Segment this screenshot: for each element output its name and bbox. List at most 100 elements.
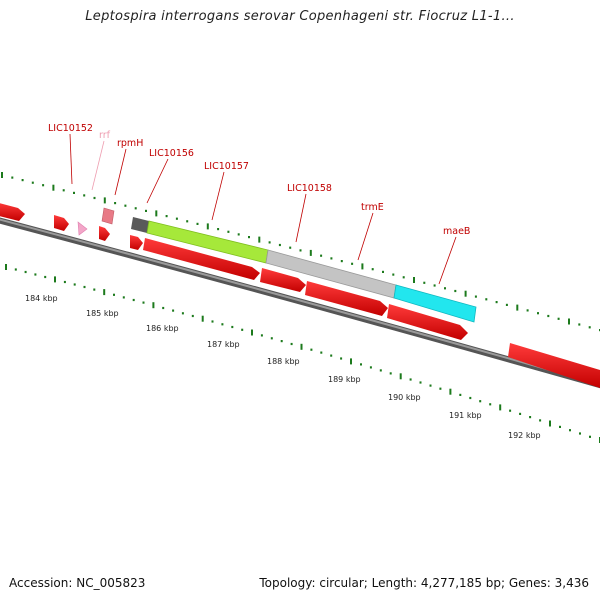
accession-text: Accession: NC_005823 bbox=[9, 576, 146, 590]
scale-tick-major bbox=[300, 343, 303, 350]
scale-tick bbox=[83, 194, 86, 197]
scale-tick bbox=[14, 268, 17, 271]
scale-tick bbox=[278, 243, 281, 247]
scale-tick bbox=[547, 314, 550, 318]
gene-label-lic10156[interactable]: LIC10156 bbox=[149, 148, 194, 159]
scale-tick bbox=[444, 287, 446, 290]
scale-tick bbox=[330, 257, 333, 260]
scale-tick bbox=[537, 312, 539, 315]
scale-tick bbox=[186, 220, 189, 223]
gene-label-rrf[interactable]: rrf bbox=[99, 130, 111, 141]
highlight-bars bbox=[131, 217, 477, 323]
scale-tick-major bbox=[516, 304, 519, 311]
scale-tick bbox=[409, 378, 412, 381]
scale-tick bbox=[485, 298, 488, 301]
scale-tick bbox=[42, 184, 45, 187]
gene-label-lic10152[interactable]: LIC10152 bbox=[48, 123, 93, 134]
cds-arrow[interactable] bbox=[99, 226, 110, 241]
scale-tick bbox=[181, 312, 184, 315]
cds-arrow[interactable] bbox=[508, 343, 600, 388]
highlight-lic10156[interactable] bbox=[131, 217, 149, 233]
gene-label-lic10157[interactable]: LIC10157 bbox=[204, 161, 249, 172]
scale-tick bbox=[231, 325, 234, 329]
scale-tick bbox=[191, 314, 194, 318]
scale-tick bbox=[392, 273, 395, 276]
gene-label-maeb[interactable]: maeB bbox=[443, 226, 470, 237]
gene-label-trme[interactable]: trmE bbox=[361, 202, 384, 213]
scale-tick bbox=[83, 285, 86, 289]
gene-labels: LIC10152 rrf rpmH LIC10156 LIC10157 LIC1… bbox=[48, 123, 470, 237]
cds-features bbox=[0, 202, 600, 388]
scale-tick bbox=[340, 357, 343, 360]
cds-arrow[interactable] bbox=[54, 215, 69, 231]
cds-arrow[interactable] bbox=[143, 238, 260, 280]
scale-tick bbox=[237, 233, 240, 236]
scale-tick bbox=[569, 429, 571, 432]
scale-tick-major bbox=[54, 276, 56, 283]
scale-tick bbox=[21, 179, 24, 182]
gene-label-lic10158[interactable]: LIC10158 bbox=[287, 183, 332, 194]
highlight-trme[interactable] bbox=[393, 284, 477, 323]
scale-tick bbox=[299, 249, 302, 252]
scale-tick bbox=[241, 328, 244, 331]
scale-tick bbox=[31, 181, 34, 184]
scale-tick bbox=[382, 270, 384, 273]
cds-arrow[interactable] bbox=[387, 304, 468, 340]
scale-tick bbox=[122, 296, 125, 299]
scale-tick bbox=[93, 196, 96, 200]
scale-tick-major bbox=[251, 329, 253, 336]
scale-tick bbox=[73, 191, 75, 194]
scale-tick bbox=[44, 275, 47, 279]
scale-tick bbox=[579, 432, 581, 435]
scale-tick bbox=[34, 273, 37, 276]
scale-tick-major bbox=[201, 315, 204, 322]
scale-tick-major bbox=[499, 404, 502, 411]
scale-tick bbox=[310, 348, 313, 351]
scale-tick bbox=[505, 303, 508, 306]
scale-tick bbox=[196, 222, 199, 225]
scale-tick bbox=[423, 281, 426, 284]
scale-label: 187 kbp bbox=[207, 340, 240, 349]
genome-title: Leptospira interrogans serovar Copenhage… bbox=[85, 9, 515, 24]
genome-backbone bbox=[0, 217, 600, 389]
scale-tick bbox=[162, 306, 165, 310]
scale-tick-major bbox=[5, 264, 7, 270]
scale-tick bbox=[320, 254, 323, 257]
scale-tick-major bbox=[309, 249, 312, 256]
scale-tick bbox=[93, 288, 96, 291]
scale-tick bbox=[479, 400, 482, 403]
scale-tick bbox=[221, 323, 224, 326]
scale-tick-major bbox=[155, 210, 158, 217]
scale-tick bbox=[389, 372, 392, 375]
scale-tick bbox=[433, 284, 436, 287]
scale-tracks bbox=[1, 172, 600, 443]
scale-label: 186 kbp bbox=[146, 324, 179, 333]
cds-arrow[interactable] bbox=[0, 202, 25, 221]
scale-tick bbox=[495, 301, 498, 304]
scale-tick bbox=[459, 393, 462, 396]
scale-tick bbox=[73, 283, 76, 286]
scale-tick bbox=[268, 241, 271, 244]
scale-tick-major bbox=[464, 290, 467, 297]
scale-tick bbox=[360, 363, 362, 366]
rna-arrow[interactable] bbox=[77, 221, 88, 236]
scale-label: 185 kbp bbox=[86, 309, 119, 318]
scale-tick bbox=[469, 396, 472, 400]
scale-tick bbox=[260, 334, 263, 337]
scale-tick bbox=[211, 320, 214, 323]
scale-tick bbox=[419, 381, 422, 384]
rna-gene-rpmh[interactable] bbox=[101, 207, 115, 225]
scale-tick-major bbox=[103, 289, 106, 296]
cds-arrow[interactable] bbox=[260, 268, 306, 292]
gene-label-rpmh[interactable]: rpmH bbox=[117, 138, 143, 149]
scale-tick bbox=[519, 412, 522, 415]
scale-label: 189 kbp bbox=[328, 375, 361, 384]
scale-tick-major bbox=[568, 318, 570, 325]
cds-arrow[interactable] bbox=[130, 235, 143, 250]
scale-tick-major bbox=[103, 197, 106, 204]
scale-tick bbox=[165, 215, 168, 218]
scale-tick bbox=[289, 246, 292, 249]
cds-arrow[interactable] bbox=[305, 281, 388, 316]
scale-tick bbox=[24, 270, 27, 274]
scale-tick-major bbox=[52, 184, 55, 191]
